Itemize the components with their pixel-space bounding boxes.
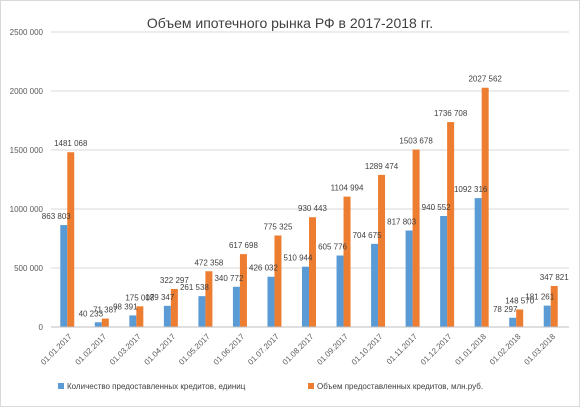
bar-volume	[136, 306, 144, 327]
x-tick-label: 01.05.2017	[177, 332, 212, 367]
bar-volume	[67, 152, 75, 327]
bar-count	[509, 317, 517, 327]
data-label-count: 179 347	[145, 293, 174, 302]
data-label-count: 510 944	[284, 254, 313, 263]
bar-count	[474, 198, 482, 327]
x-tick-label: 01.01.2017	[39, 332, 74, 367]
legend-swatch-count	[58, 383, 64, 389]
bar-volume	[412, 149, 420, 327]
data-label-volume: 617 698	[229, 241, 258, 250]
bar-count	[543, 305, 551, 327]
y-tick-label: 1500 000	[10, 146, 44, 155]
legend-swatch-volume	[308, 383, 314, 389]
x-tick-label: 01.11.2017	[385, 332, 420, 367]
data-label-count: 817 803	[387, 217, 416, 226]
bar-volume	[101, 318, 109, 327]
x-tick-label: 01.09.2017	[315, 332, 350, 367]
x-tick-label: 01.01.2018	[453, 332, 488, 367]
legend-label-count: Количество предоставленных кредитов, еди…	[67, 382, 246, 391]
data-label-count: 98 391	[113, 302, 138, 311]
y-tick-label: 1000 000	[10, 205, 44, 214]
chart-title: Объем ипотечного рынка РФ в 2017-2018 гг…	[147, 15, 433, 31]
data-label-count: 78 297	[493, 305, 518, 314]
bar-count	[371, 243, 379, 327]
data-label-count: 605 776	[318, 243, 347, 252]
bar-volume	[516, 309, 524, 327]
data-label-count: 1092 316	[454, 185, 488, 194]
bars	[60, 87, 558, 328]
bar-count	[94, 322, 102, 327]
data-label-count: 863 803	[42, 212, 71, 221]
bar-count	[405, 230, 413, 327]
bar-volume	[343, 196, 351, 327]
data-label-volume: 1104 994	[331, 184, 364, 193]
data-label-volume: 175 008	[125, 293, 154, 302]
legend: Количество предоставленных кредитов, еди…	[58, 382, 483, 391]
data-label-count: 40 233	[79, 309, 104, 318]
x-tick-label: 01.10.2017	[350, 332, 385, 367]
x-tick-label: 01.02.2017	[74, 332, 109, 367]
bar-count	[336, 255, 344, 327]
x-tick-label: 01.03.2017	[108, 332, 143, 367]
bar-volume	[378, 174, 386, 327]
x-tick-label: 01.12.2017	[419, 332, 454, 367]
legend-label-volume: Объем предоставленных кредитов, млн.руб.	[317, 382, 483, 391]
data-label-volume: 2027 562	[468, 75, 502, 84]
data-label-count: 181 261	[525, 293, 554, 302]
data-label-count: 261 538	[180, 283, 209, 292]
bar-count	[198, 296, 206, 327]
bar-volume	[274, 235, 282, 327]
x-tick-label: 01.08.2017	[281, 332, 316, 367]
data-label-volume: 1736 708	[434, 109, 468, 118]
data-label-volume: 1481 068	[54, 139, 88, 148]
bar-count	[232, 286, 240, 327]
x-tick-label: 01.07.2017	[246, 332, 281, 367]
x-tick-label: 01.06.2017	[212, 332, 247, 367]
data-label-volume: 775 325	[264, 223, 293, 232]
y-axis: 0 500 000 1000 000 1500 000 2000 000 2500 000	[10, 28, 44, 332]
data-label-volume: 930 443	[298, 204, 327, 213]
x-tick-label: 01.02.2018	[488, 332, 523, 367]
bar-volume	[170, 288, 178, 327]
bar-volume	[309, 217, 316, 327]
x-axis: 01.01.2017 01.02.2017 01.03.2017 01.04.2017…	[39, 326, 569, 367]
data-label-volume: 1503 678	[399, 137, 433, 146]
data-label-volume: 1289 474	[365, 162, 399, 171]
bar-volume	[205, 271, 213, 327]
data-label-volume: 148 570	[505, 296, 534, 305]
y-tick-label: 2500 000	[10, 28, 44, 37]
bar-volume	[239, 254, 247, 327]
y-tick-label: 500 000	[14, 264, 43, 273]
bar-volume	[481, 87, 489, 327]
x-tick-label: 01.03.2018	[522, 332, 557, 367]
y-tick-label: 2000 000	[10, 87, 44, 96]
bar-count	[267, 276, 275, 327]
bar-count	[440, 216, 448, 327]
data-label-count: 426 032	[249, 264, 278, 273]
bar-volume	[447, 122, 455, 328]
data-label-volume: 472 358	[194, 258, 223, 267]
x-tick-label: 01.04.2017	[143, 332, 178, 367]
data-label-volume: 71 387	[93, 306, 118, 315]
data-label-count: 340 772	[214, 274, 243, 283]
bar-volume	[550, 285, 558, 327]
data-label-count: 704 675	[353, 231, 382, 240]
y-tick-label: 0	[39, 323, 44, 332]
data-label-volume: 322 297	[160, 276, 189, 285]
bar-count	[163, 305, 171, 327]
data-label-volume: 347 821	[540, 273, 569, 282]
data-label-count: 940 552	[422, 203, 451, 212]
bar-count	[129, 315, 137, 327]
bar-count	[60, 225, 68, 327]
bar-count	[302, 266, 309, 327]
